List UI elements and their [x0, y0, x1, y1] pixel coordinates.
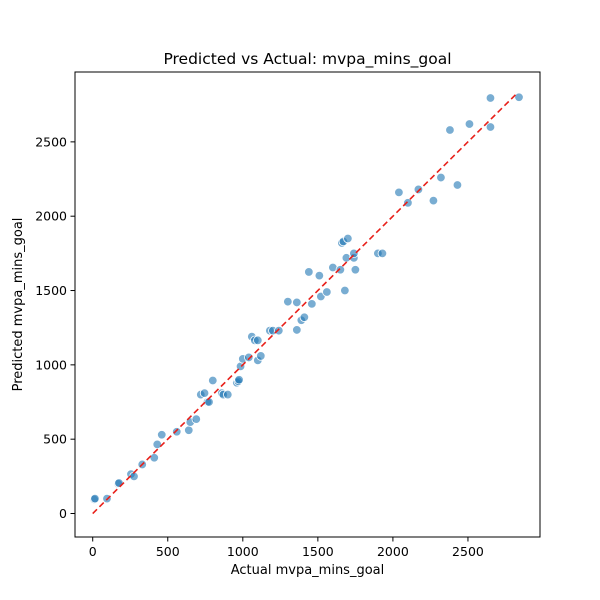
data-point-69 — [485, 93, 496, 103]
x-tick-label: 500 — [156, 544, 180, 559]
data-point-66 — [452, 180, 463, 190]
data-point-60 — [394, 187, 404, 198]
x-tick-label: 1500 — [302, 544, 334, 559]
y-tick-label: 2000 — [35, 209, 67, 224]
data-point-37 — [274, 325, 284, 336]
data-point-9 — [149, 453, 159, 463]
x-tick-label: 2000 — [377, 544, 409, 559]
data-point-17 — [199, 388, 210, 398]
data-point-61 — [403, 198, 413, 208]
data-point-43 — [304, 267, 314, 277]
plot-frame — [74, 71, 541, 538]
y-tick-label: 1000 — [35, 357, 67, 372]
data-point-56 — [349, 248, 359, 259]
data-point-15 — [191, 414, 201, 424]
data-point-13 — [184, 425, 194, 435]
y-axis-label: Predicted mvpa_mins_goal — [11, 218, 26, 392]
data-point-65 — [445, 125, 455, 135]
data-point-44 — [307, 299, 317, 309]
data-point-5 — [114, 478, 124, 488]
y-tick-label: 1500 — [35, 283, 67, 298]
data-point-67 — [464, 119, 475, 129]
data-point-2 — [90, 493, 100, 504]
y-tick-label: 2500 — [35, 134, 67, 149]
data-point-26 — [234, 375, 244, 385]
data-point-39 — [292, 325, 302, 335]
data-point-42 — [299, 312, 310, 322]
data-point-23 — [223, 389, 233, 400]
data-point-29 — [244, 352, 254, 363]
ticks-layer: 0 500 1000 1500 2000 2500 0 500 1000 1500 2000 2500 — [35, 134, 484, 559]
data-point-59 — [377, 248, 388, 259]
data-point-12 — [172, 427, 182, 437]
x-axis-label: Actual mvpa_mins_goal — [231, 563, 385, 578]
reference-line — [92, 92, 519, 515]
data-point-20 — [208, 375, 218, 386]
data-point-70 — [514, 92, 524, 102]
data-point-33 — [253, 335, 263, 346]
data-point-52 — [340, 285, 350, 296]
x-tick-label: 0 — [89, 544, 97, 559]
data-point-40 — [292, 297, 302, 308]
data-point-68 — [485, 122, 496, 132]
x-tick-label: 2500 — [452, 544, 484, 559]
data-point-63 — [428, 195, 439, 206]
data-point-45 — [314, 270, 325, 281]
data-point-11 — [157, 430, 167, 440]
data-point-47 — [322, 287, 332, 297]
x-tick-label: 1000 — [227, 544, 259, 559]
y-tick-label: 500 — [43, 432, 67, 447]
data-point-62 — [413, 184, 424, 195]
data-point-57 — [350, 265, 361, 275]
data-point-38 — [283, 296, 293, 307]
chart-title: Predicted vs Actual: mvpa_mins_goal — [163, 50, 451, 69]
y-tick-label: 0 — [59, 506, 67, 521]
data-point-10 — [152, 439, 162, 450]
data-point-49 — [335, 265, 346, 275]
data-point-64 — [436, 172, 446, 183]
data-point-34 — [256, 351, 266, 361]
data-point-54 — [343, 233, 353, 244]
